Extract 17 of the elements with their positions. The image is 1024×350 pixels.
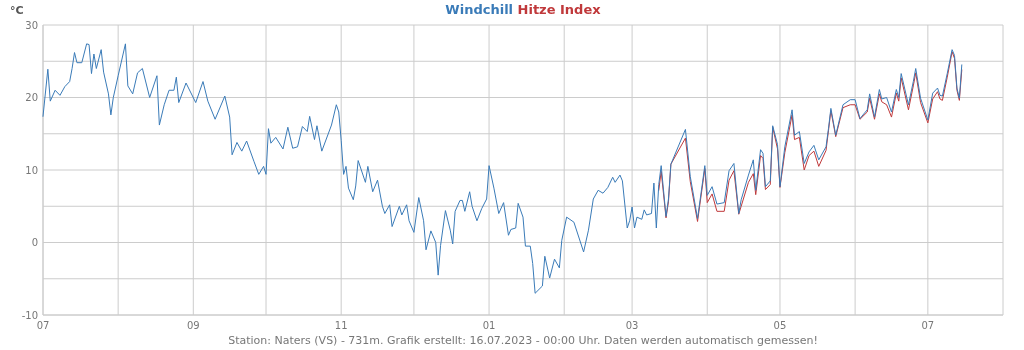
y-tick-label: 20 xyxy=(25,92,38,103)
text: Windchill xyxy=(445,2,514,17)
x-tick-label: 09 xyxy=(186,320,200,331)
text: Station: Naters (VS) - 731m. Grafik erstellt: 16.07.2023 - 00:00 Uhr. Daten werden automatisch gemessen! xyxy=(228,334,818,347)
y-tick-label: 0 xyxy=(31,237,38,248)
x-tick-label: 05 xyxy=(773,320,787,331)
x-tick-label: 07 xyxy=(921,320,935,331)
line-series xyxy=(42,43,963,294)
y-axis-title: °C xyxy=(10,4,24,17)
x-tick-label: 07 xyxy=(36,320,50,331)
y-tick-label: -10 xyxy=(21,309,38,321)
x-tick-label: 11 xyxy=(334,320,348,331)
y-tick-label: 10 xyxy=(25,164,38,176)
x-tick-label: 01 xyxy=(482,320,496,331)
text: Hitze Index xyxy=(513,2,602,17)
y-tick-label: 30 xyxy=(25,19,38,31)
x-tick-label: 03 xyxy=(625,320,639,331)
